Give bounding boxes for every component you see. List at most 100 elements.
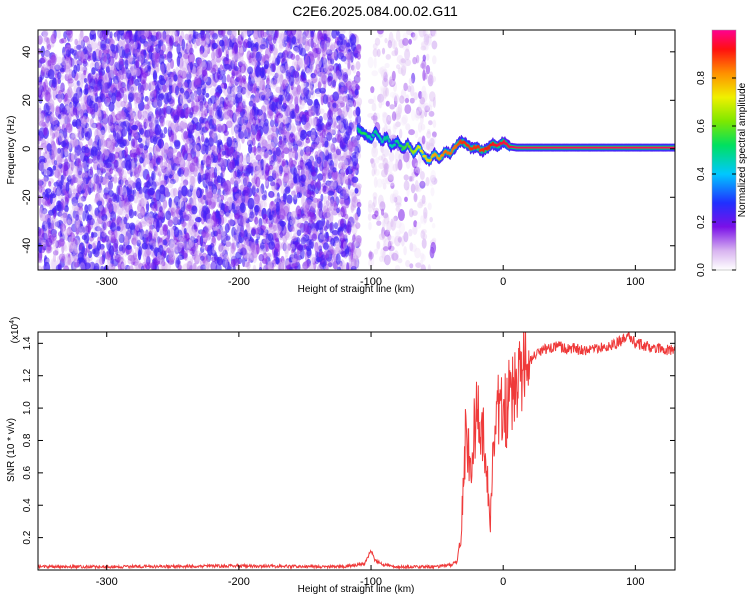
noise-blob	[53, 160, 58, 166]
noise-blob	[76, 184, 82, 194]
noise-blob	[66, 219, 72, 226]
noise-blob	[279, 220, 286, 227]
noise-blob	[279, 74, 284, 87]
noise-blob	[113, 68, 118, 75]
noise-blob	[234, 127, 239, 137]
noise-blob	[168, 35, 175, 46]
noise-blob	[296, 229, 302, 237]
noise-blob	[43, 85, 50, 97]
noise-blob	[354, 257, 360, 269]
noise-blob	[136, 147, 141, 156]
noise-blob	[84, 116, 90, 123]
noise-blob	[318, 108, 325, 114]
noise-blob	[219, 96, 223, 107]
noise-blob	[303, 154, 310, 160]
noise-blob	[254, 90, 260, 103]
noise-blob	[104, 251, 111, 260]
noise-blob	[188, 223, 195, 235]
noise-blob	[137, 167, 144, 177]
noise-blob	[81, 172, 89, 178]
noise-blob	[108, 203, 113, 213]
noise-blob	[287, 66, 293, 73]
noise-blob	[69, 103, 74, 112]
noise-blob	[268, 164, 274, 170]
noise-blob	[212, 64, 219, 73]
noise-blob	[114, 101, 121, 111]
noise-blob	[124, 179, 129, 186]
noise-blob	[104, 235, 109, 243]
noise-blob	[216, 194, 221, 205]
noise-blob	[344, 199, 350, 209]
noise-blob	[277, 115, 282, 125]
noise-blob	[127, 265, 134, 270]
noise-blob	[293, 90, 300, 103]
noise-blob	[72, 101, 78, 107]
noise-blob	[64, 205, 69, 213]
noise-blob	[88, 46, 93, 56]
noise-blob	[291, 258, 297, 264]
noise-blob	[338, 161, 344, 169]
noise-blob	[321, 33, 328, 40]
noise-blob	[347, 108, 353, 119]
noise-blob	[91, 232, 98, 238]
noise-blob	[56, 30, 61, 39]
noise-blob	[88, 217, 95, 226]
noise-blob	[204, 260, 209, 270]
noise-blob	[128, 57, 136, 65]
noise-blob	[139, 143, 144, 149]
noise-blob	[181, 38, 186, 51]
noise-blob	[94, 175, 102, 185]
noise-blob	[158, 139, 162, 149]
noise-blob	[215, 218, 220, 227]
noise-blob	[171, 202, 176, 213]
noise-blob	[279, 138, 283, 145]
noise-blob	[147, 80, 155, 91]
noise-blob	[57, 92, 64, 103]
noise-blob	[73, 255, 77, 261]
noise-blob	[173, 139, 181, 147]
noise-blob	[152, 153, 157, 165]
noise-blob	[224, 46, 228, 52]
noise-blob	[245, 156, 253, 163]
noise-blob	[200, 30, 206, 41]
noise-blob	[311, 233, 318, 241]
noise-blob	[297, 83, 301, 93]
noise-blob	[152, 70, 157, 80]
noise-blob	[51, 30, 56, 42]
noise-blob	[234, 224, 241, 234]
noise-blob	[134, 67, 141, 77]
noise-blob	[260, 30, 265, 39]
noise-blob	[321, 74, 328, 85]
noise-blob	[59, 157, 65, 163]
noise-blob	[94, 196, 99, 203]
noise-blob	[197, 198, 204, 210]
noise-blob	[289, 219, 293, 226]
noise-blob	[92, 50, 97, 63]
noise-blob	[248, 55, 252, 64]
noise-blob	[63, 62, 71, 70]
noise-blob	[167, 219, 173, 227]
noise-blob	[56, 187, 62, 198]
noise-blob	[94, 137, 98, 148]
noise-blob	[50, 129, 54, 138]
noise-blob	[351, 195, 356, 208]
noise-blob	[231, 170, 235, 180]
noise-blob	[331, 137, 337, 144]
noise-blob	[320, 193, 324, 202]
noise-blob	[70, 159, 75, 172]
noise-blob	[165, 105, 172, 115]
noise-blob	[118, 47, 122, 56]
noise-blob	[278, 44, 283, 52]
noise-blob	[261, 194, 267, 201]
noise-blob	[144, 212, 150, 222]
noise-blob	[200, 40, 207, 48]
noise-blob	[149, 90, 157, 97]
noise-blob	[123, 93, 128, 104]
noise-blob	[290, 53, 296, 60]
noise-blob	[265, 37, 269, 49]
noise-blob	[159, 119, 164, 127]
noise-blob	[211, 51, 216, 61]
noise-blob	[109, 168, 114, 175]
noise-blob	[167, 180, 174, 189]
noise-blob	[155, 109, 160, 119]
